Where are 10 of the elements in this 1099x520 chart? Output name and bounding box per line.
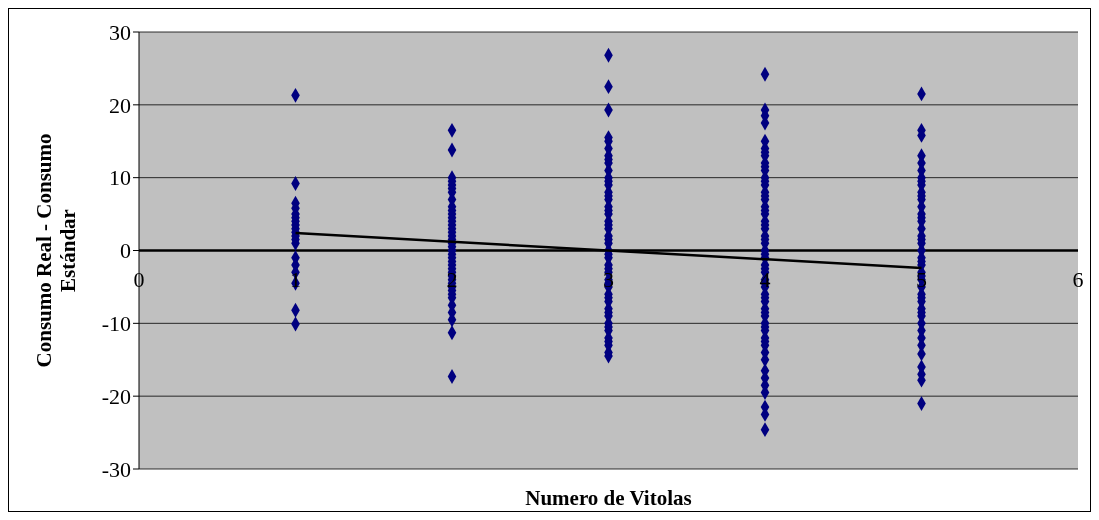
x-tick-label: 6: [1072, 266, 1084, 292]
y-axis-title: Consumo Real - Consumo Estándar: [32, 133, 80, 368]
y-tick-label: 30: [109, 19, 131, 45]
y-tick-label: 20: [109, 92, 131, 118]
y-tick-label: 0: [120, 238, 131, 264]
y-tick-label: -10: [101, 311, 131, 337]
y-tick-label: -20: [101, 383, 131, 409]
y-tick-label: -30: [101, 456, 131, 482]
y-tick-label: 10: [109, 165, 131, 191]
x-axis-title: Numero de Vitolas: [525, 486, 692, 510]
